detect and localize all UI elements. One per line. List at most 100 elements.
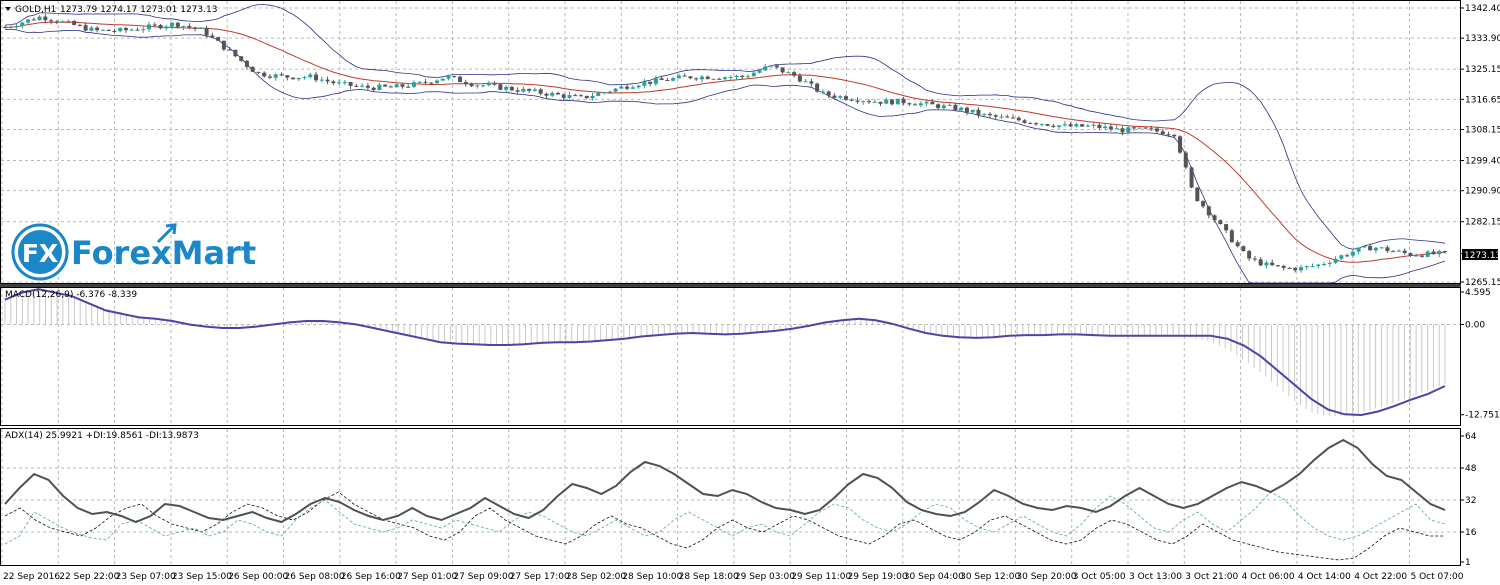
candle-body	[1264, 262, 1269, 266]
candle-body	[999, 116, 1004, 118]
adx-panel[interactable]	[0, 428, 1461, 566]
x-tick-label: 23 Sep 07:00	[116, 572, 176, 582]
macd-panel[interactable]	[0, 287, 1461, 426]
candle-body	[619, 86, 624, 89]
candle-body	[573, 95, 578, 97]
candle-body	[463, 82, 468, 85]
price-tick-label: 1342.40	[1465, 4, 1500, 14]
candle-body	[100, 29, 105, 31]
candle-body	[106, 29, 111, 31]
candle-body	[1258, 259, 1263, 266]
candle-body	[429, 82, 434, 84]
x-tick-label: 30 Sep 20:00	[1016, 572, 1076, 582]
candle-body	[861, 101, 866, 103]
candle-body	[1201, 201, 1206, 207]
candle-body	[947, 104, 952, 106]
candle-body	[83, 25, 88, 31]
macd-tick-label: 4.595	[1465, 288, 1491, 298]
candle-body	[1368, 246, 1373, 251]
candle-body	[1178, 136, 1183, 153]
candle-body	[740, 75, 745, 78]
candle-body	[953, 104, 958, 111]
candle-body	[1022, 120, 1027, 123]
candle-body	[170, 22, 175, 27]
candle-body	[809, 81, 814, 84]
candle-body	[60, 21, 65, 23]
candle-body	[1350, 251, 1355, 256]
candle-body	[1252, 258, 1257, 260]
candle-body	[1120, 128, 1125, 133]
candle-body	[838, 96, 843, 98]
x-tick-label: 26 Sep 16:00	[341, 572, 401, 582]
candle-body	[1356, 247, 1361, 252]
candle-body	[475, 85, 480, 87]
candle-body	[1241, 246, 1246, 252]
candle-body	[1045, 124, 1050, 126]
candle-body	[1039, 124, 1044, 126]
candle-body	[843, 96, 848, 100]
candle-body	[694, 78, 699, 80]
candle-body	[509, 86, 514, 91]
candle-body	[227, 49, 232, 51]
candle-body	[141, 29, 146, 31]
candle-body	[959, 107, 964, 111]
candle-body	[746, 76, 751, 78]
candle-body	[532, 89, 537, 91]
candle-body	[728, 77, 733, 79]
candle-body	[273, 74, 278, 78]
candle-body	[296, 77, 301, 80]
candle-body	[54, 21, 59, 23]
candle-body	[515, 90, 520, 92]
candle-body	[579, 95, 583, 97]
price-panel-separator	[0, 284, 1461, 287]
candle-body	[786, 72, 791, 74]
candle-body	[43, 16, 48, 21]
candle-body	[233, 49, 238, 57]
candle-body	[147, 24, 151, 30]
candle-body	[907, 103, 912, 105]
candle-body	[590, 95, 595, 99]
candle-body	[1206, 206, 1211, 216]
candle-body	[763, 66, 768, 71]
price-panel[interactable]	[0, 0, 1461, 284]
candle-body	[291, 77, 295, 80]
candle-body	[1310, 266, 1315, 268]
candle-body	[1051, 125, 1056, 127]
candle-body	[872, 101, 877, 103]
candle-body	[95, 27, 100, 31]
candle-body	[596, 92, 601, 96]
current-price-tag	[1462, 249, 1498, 260]
candle-body	[550, 92, 555, 96]
candle-body	[365, 85, 370, 88]
candle-body	[89, 27, 94, 31]
candle-body	[308, 74, 313, 78]
candle-body	[1016, 117, 1021, 121]
candle-body	[901, 98, 906, 104]
candle-body	[676, 75, 681, 79]
candle-body	[1408, 253, 1413, 256]
candle-body	[682, 75, 687, 77]
candle-body	[1431, 251, 1436, 255]
candle-body	[1379, 247, 1384, 249]
candle-body	[780, 67, 785, 73]
candle-body	[1362, 246, 1367, 248]
x-tick-label: 26 Sep 08:00	[285, 572, 345, 582]
candle-body	[607, 91, 612, 93]
price-tick-label: 1290.90	[1465, 187, 1500, 197]
adx-tick-label: 1	[1465, 558, 1471, 568]
x-tick-label: 4 Oct 06:00	[1242, 572, 1295, 582]
candle-body	[417, 81, 422, 83]
symbol-menu-triangle-icon[interactable]	[5, 7, 11, 11]
bollinger-upper-line	[4, 4, 1446, 250]
candle-body	[1281, 265, 1286, 268]
x-tick-label: 28 Sep 18:00	[679, 572, 739, 582]
candle-body	[642, 81, 647, 86]
candle-body	[936, 104, 941, 109]
candle-body	[8, 26, 13, 28]
candle-body	[452, 76, 457, 78]
candle-body	[659, 78, 664, 81]
x-tick-label: 29 Sep 11:00	[791, 572, 851, 582]
candle-body	[319, 79, 324, 81]
